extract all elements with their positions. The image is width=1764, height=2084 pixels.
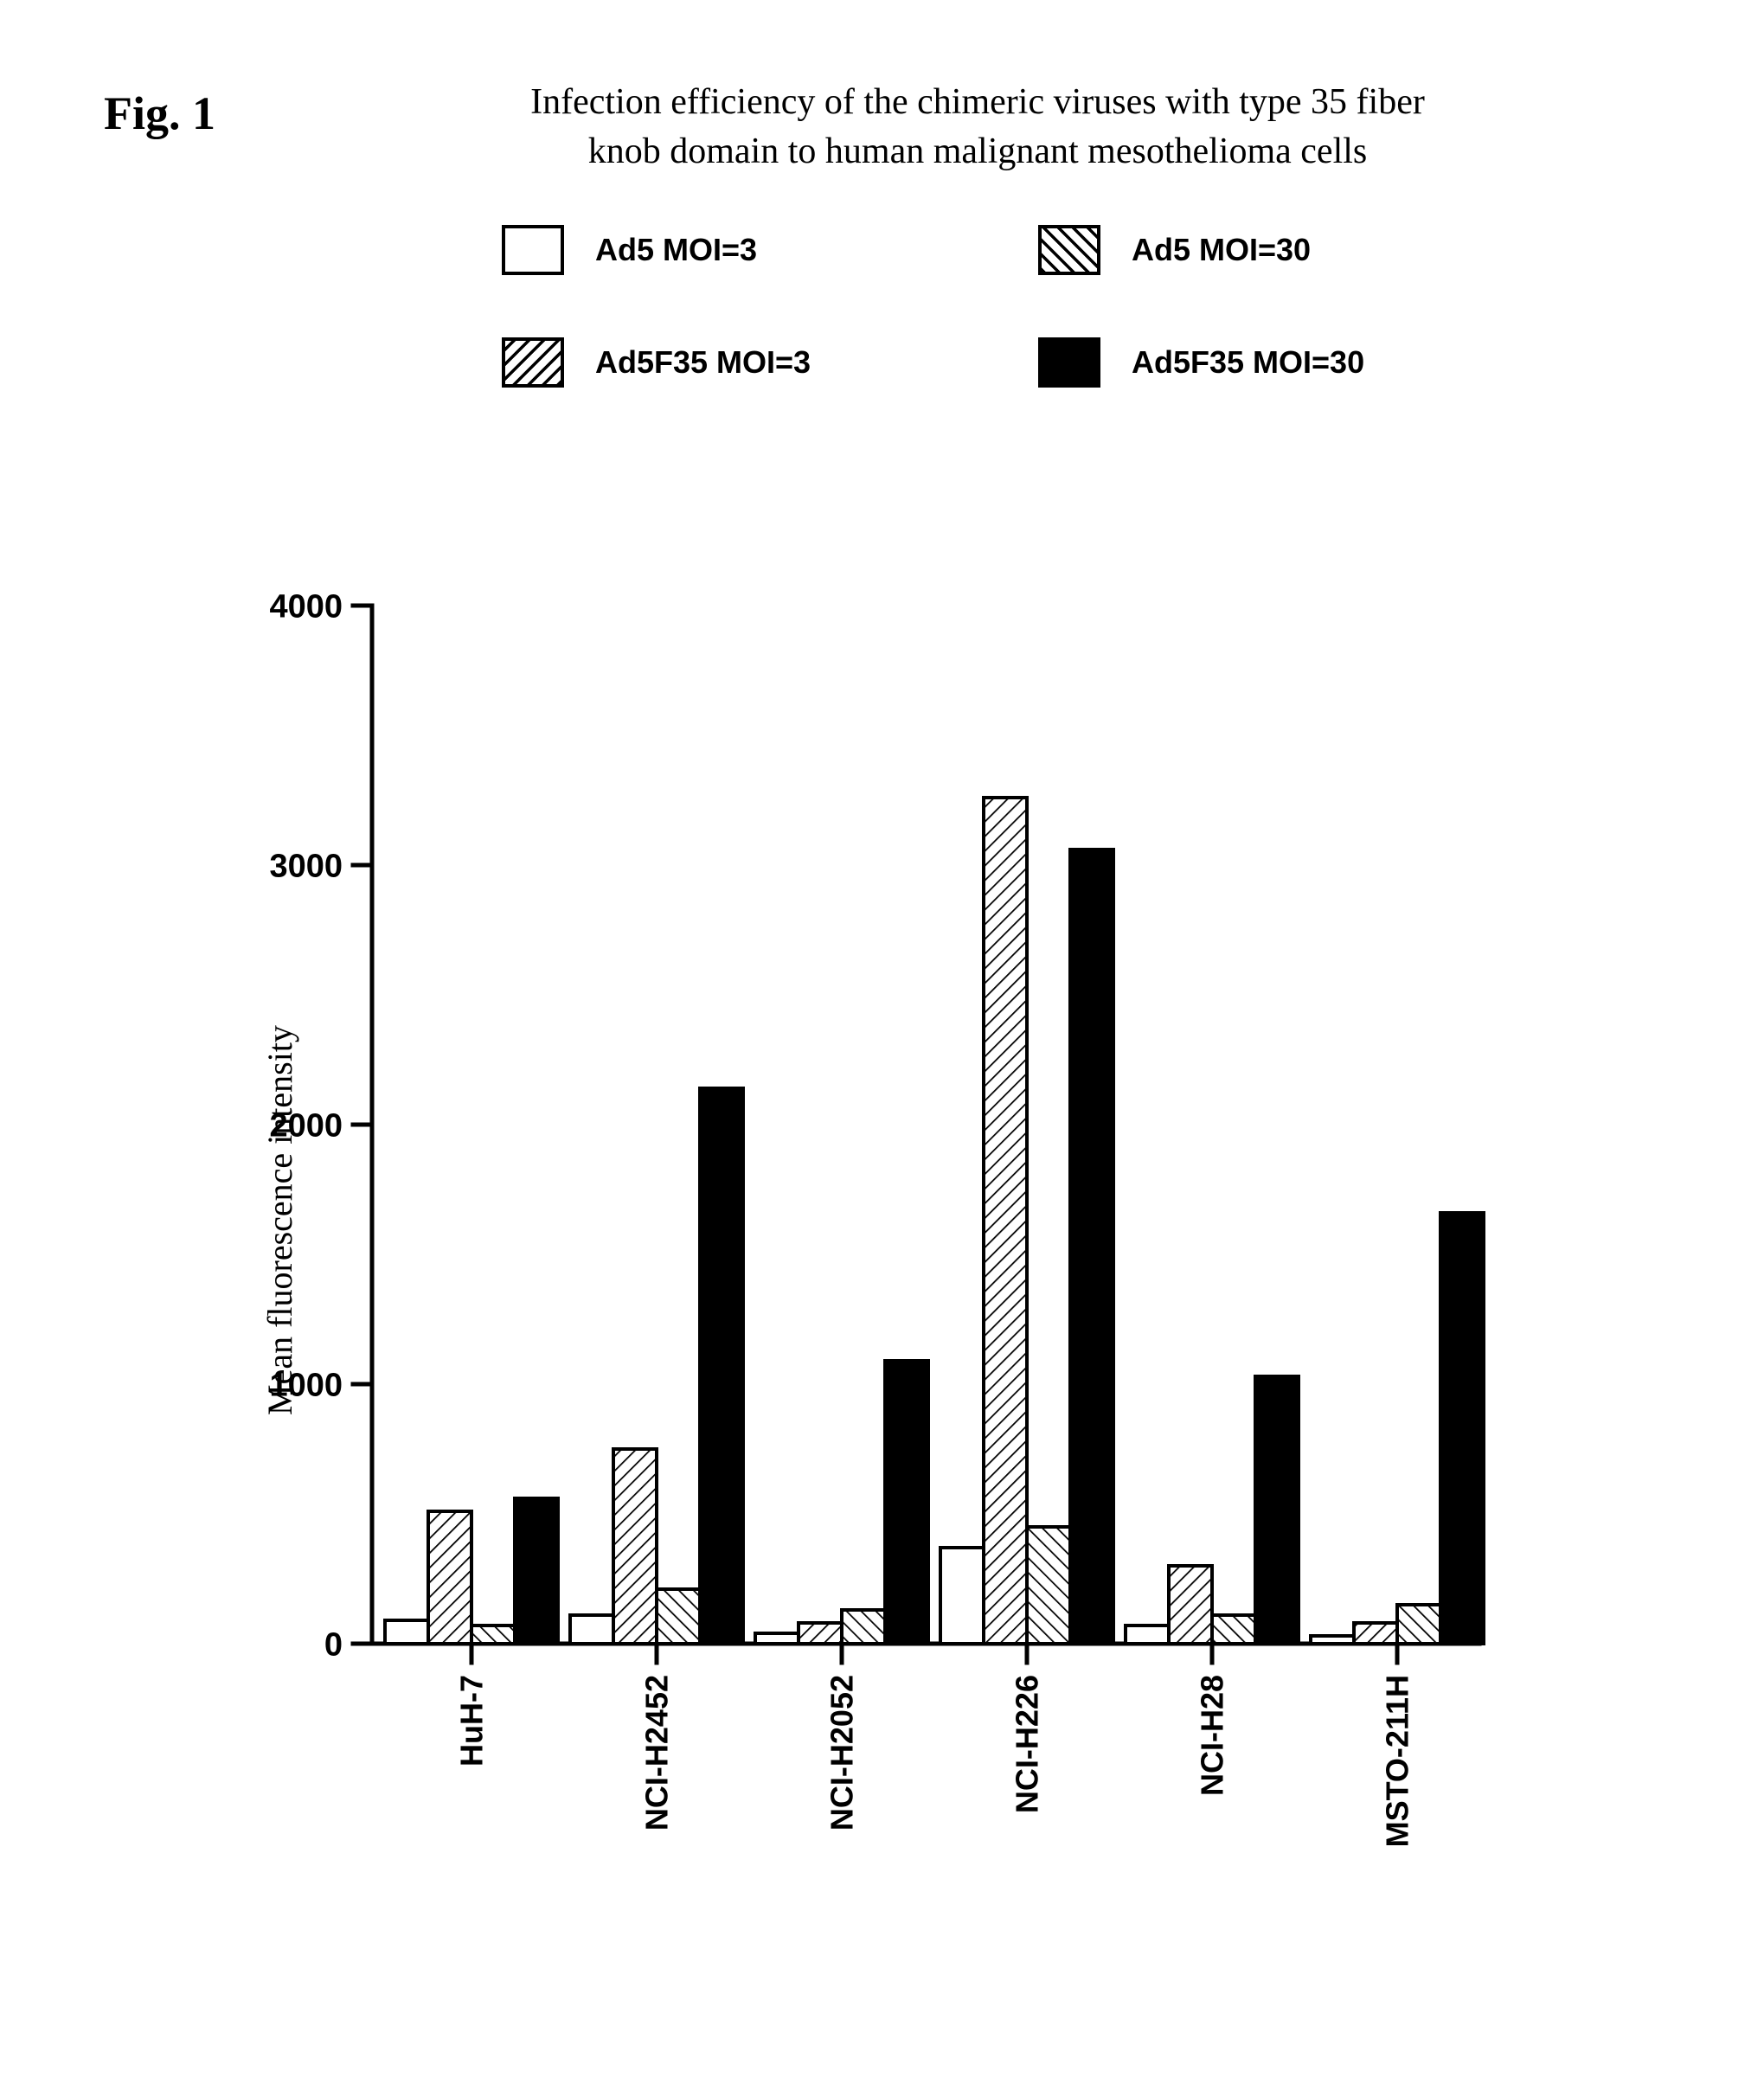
bar-NCI-H226-ad5_moi3 [940, 1548, 984, 1644]
bar-NCI-H2452-ad5_moi30 [613, 1449, 657, 1644]
y-tick-label: 4000 [269, 588, 343, 625]
x-tick-label: NCI-H2452 [639, 1675, 675, 1831]
x-tick-label: NCI-H28 [1195, 1675, 1230, 1796]
bar-NCI-H2452-ad5f35_moi30 [700, 1088, 743, 1644]
bar-HuH-7-ad5_moi30 [428, 1511, 471, 1644]
x-tick-label: NCI-H2052 [824, 1675, 860, 1831]
bar-NCI-H28-ad5f35_moi30 [1255, 1376, 1299, 1644]
bar-NCI-H2452-ad5f35_moi3 [657, 1589, 700, 1644]
bar-HuH-7-ad5f35_moi30 [515, 1498, 558, 1644]
legend-item-ad5_moi30: Ad5 MOI=30 [1038, 225, 1311, 275]
bar-NCI-H2052-ad5_moi30 [799, 1623, 842, 1644]
legend-label-ad5_moi3: Ad5 MOI=3 [595, 232, 757, 268]
bar-chart: 01000200030004000HuH-7NCI-H2452NCI-H2052… [234, 588, 1497, 2016]
bar-NCI-H2452-ad5_moi3 [570, 1615, 613, 1644]
x-tick-label: MSTO-211H [1380, 1675, 1415, 1847]
bar-MSTO-211H-ad5_moi30 [1354, 1623, 1397, 1644]
bar-NCI-H28-ad5_moi3 [1126, 1626, 1169, 1644]
legend-label-ad5f35_moi3: Ad5F35 MOI=3 [595, 344, 811, 381]
bar-NCI-H28-ad5_moi30 [1169, 1566, 1212, 1644]
x-tick-label: NCI-H226 [1010, 1675, 1045, 1813]
y-tick-label: 3000 [269, 848, 343, 884]
legend-swatch-ad5f35_moi30 [1038, 337, 1100, 388]
bar-NCI-H2052-ad5f35_moi3 [842, 1610, 885, 1644]
bar-MSTO-211H-ad5_moi3 [1311, 1636, 1354, 1644]
figure-title: Infection efficiency of the chimeric vir… [407, 78, 1549, 176]
legend-item-ad5f35_moi3: Ad5F35 MOI=3 [502, 337, 811, 388]
y-axis-label: Mean fluorescence intensity [260, 1025, 300, 1415]
bar-HuH-7-ad5f35_moi3 [471, 1626, 515, 1644]
bar-NCI-H226-ad5f35_moi30 [1070, 850, 1113, 1644]
legend: Ad5 MOI=3 Ad5 MOI=30 Ad5F35 MOI=3 Ad5F35 MO… [484, 225, 1523, 450]
bar-NCI-H2052-ad5f35_moi30 [885, 1361, 928, 1644]
legend-item-ad5_moi3: Ad5 MOI=3 [502, 225, 757, 275]
legend-item-ad5f35_moi30: Ad5F35 MOI=30 [1038, 337, 1364, 388]
bar-NCI-H28-ad5f35_moi3 [1212, 1615, 1255, 1644]
bar-NCI-H226-ad5f35_moi3 [1027, 1527, 1070, 1644]
legend-label-ad5_moi30: Ad5 MOI=30 [1132, 232, 1311, 268]
figure-title-line2: knob domain to human malignant mesotheli… [588, 131, 1368, 171]
figure-label: Fig. 1 [104, 87, 215, 140]
legend-swatch-ad5_moi3 [502, 225, 564, 275]
y-tick-label: 0 [324, 1626, 343, 1663]
x-tick-label: HuH-7 [454, 1675, 490, 1767]
legend-label-ad5f35_moi30: Ad5F35 MOI=30 [1132, 344, 1364, 381]
chart-container: Mean fluorescence intensity 010002000300… [234, 588, 1497, 2016]
bar-NCI-H2052-ad5_moi3 [755, 1633, 799, 1644]
figure-title-line1: Infection efficiency of the chimeric vir… [530, 82, 1425, 122]
bar-MSTO-211H-ad5f35_moi30 [1440, 1213, 1484, 1644]
bar-HuH-7-ad5_moi3 [385, 1620, 428, 1644]
bar-MSTO-211H-ad5f35_moi3 [1397, 1605, 1440, 1644]
bar-NCI-H226-ad5_moi30 [984, 798, 1027, 1644]
page: Fig. 1 Infection efficiency of the chime… [0, 0, 1764, 2084]
legend-swatch-ad5_moi30 [1038, 225, 1100, 275]
legend-swatch-ad5f35_moi3 [502, 337, 564, 388]
